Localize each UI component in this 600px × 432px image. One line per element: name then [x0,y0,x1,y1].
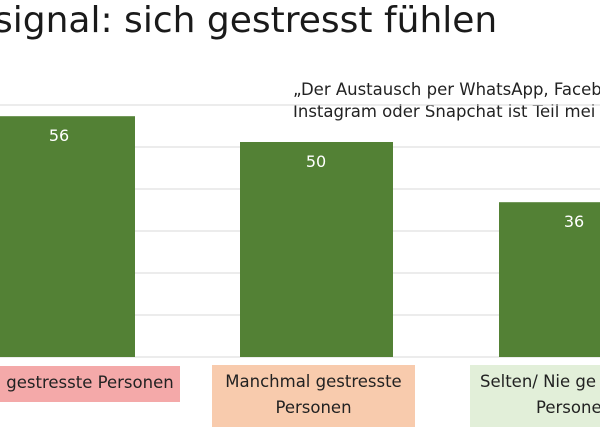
category-label-2: Manchmal gestresste Personen [212,365,415,427]
data-label-1: 56 [49,126,69,145]
data-label-2: 50 [306,152,326,171]
category-label-3: Selten/ Nie ge Persone [470,365,600,427]
category-label-line: gestresste Personen [6,373,174,392]
category-label-line: Persone [536,398,600,417]
category-label-line: Selten/ Nie ge [480,372,597,391]
category-label-line: Manchmal gestresste [225,372,402,391]
bars [0,116,600,357]
quote-line-2: Instagram oder Snapchat ist Teil mei [293,102,596,121]
chart-title: signal: sich gestresst fühlen [0,0,498,41]
quote-text: „Der Austausch per WhatsApp, Faceb Insta… [293,79,600,123]
category-label-1: gestresste Personen [0,366,180,402]
bar-1 [0,116,135,357]
data-label-3: 36 [564,212,584,231]
category-label-line: Personen [275,398,352,417]
bar-2 [240,142,393,357]
data-labels: 56 50 36 [49,126,584,231]
bar-3 [499,202,600,357]
quote-line-1: „Der Austausch per WhatsApp, Faceb [293,80,600,99]
